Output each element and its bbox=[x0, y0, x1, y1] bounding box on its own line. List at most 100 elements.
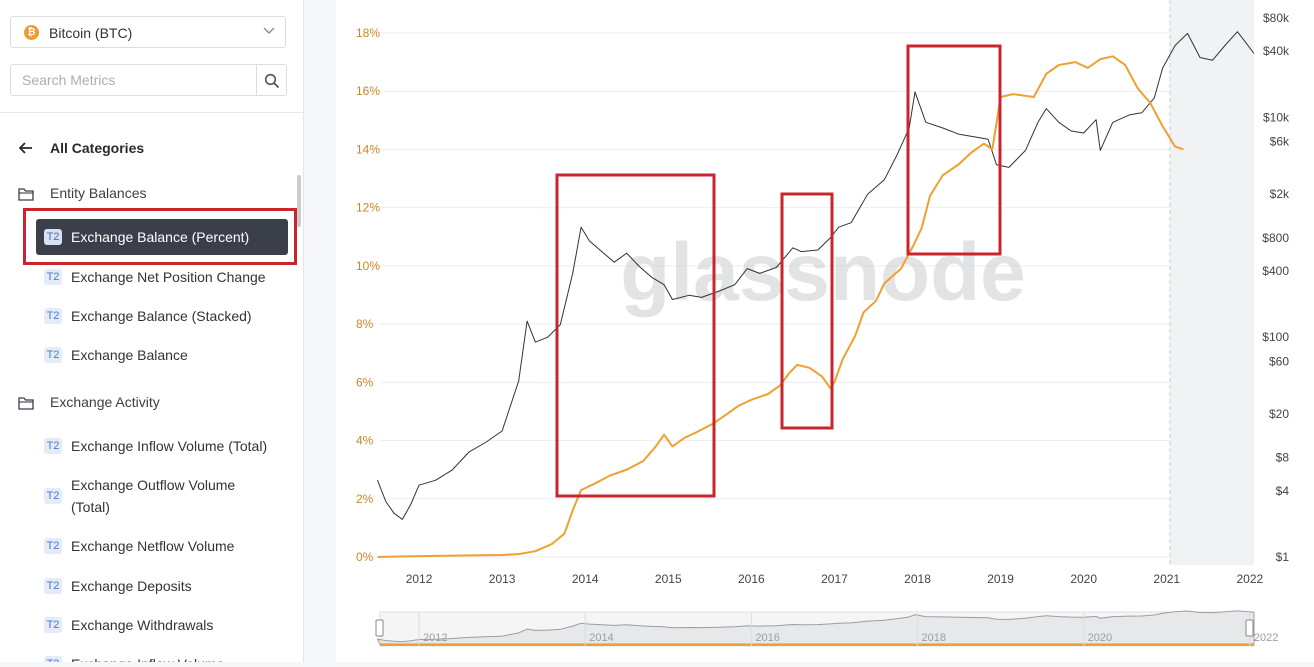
all-categories-label: All Categories bbox=[50, 140, 145, 156]
metric-label: Exchange Balance bbox=[71, 347, 188, 363]
x-tick-label: 2017 bbox=[821, 572, 848, 586]
folder-icon bbox=[18, 188, 34, 201]
navigator-tick-label: 2022 bbox=[1254, 632, 1278, 644]
metric-label: Exchange Balance (Stacked) bbox=[71, 308, 252, 324]
series-line-price bbox=[377, 31, 1255, 520]
metric-label: Exchange Net Position Change bbox=[71, 269, 266, 285]
y-left-tick-label: 14% bbox=[356, 142, 380, 156]
tier-badge: T2 bbox=[44, 347, 62, 363]
x-tick-label: 2021 bbox=[1153, 572, 1180, 586]
navigator-handle-left[interactable] bbox=[375, 619, 384, 637]
metric-exchange-inflow-volume-total[interactable]: T2 Exchange Inflow Volume (Total) bbox=[36, 435, 288, 457]
metric-label: Exchange Balance (Percent) bbox=[71, 229, 250, 245]
tier-badge: T2 bbox=[44, 229, 62, 245]
x-tick-label: 2016 bbox=[738, 572, 765, 586]
navigator-tick-label: 2012 bbox=[423, 632, 447, 644]
sidebar: ₿ Bitcoin (BTC) All Categories Entity Ba… bbox=[0, 0, 304, 662]
arrow-left-icon bbox=[18, 142, 32, 154]
y-left-tick-label: 4% bbox=[356, 434, 374, 448]
tier-badge: T2 bbox=[44, 269, 62, 285]
time-navigator[interactable]: 2012 2014 2016 2018 2020 2022 bbox=[375, 610, 1278, 647]
navigator-handle-right[interactable] bbox=[1245, 619, 1254, 637]
watermark: glassnode bbox=[620, 227, 1026, 318]
annotation-box bbox=[780, 192, 834, 430]
metric-exchange-balance-stacked[interactable]: T2 Exchange Balance (Stacked) bbox=[36, 305, 288, 327]
tier-badge: T2 bbox=[44, 488, 62, 504]
y-right-tick-label: $6k bbox=[1270, 135, 1290, 149]
y-left-tick-label: 6% bbox=[356, 375, 374, 389]
chevron-down-icon bbox=[263, 27, 275, 34]
asset-selector[interactable]: ₿ Bitcoin (BTC) bbox=[10, 16, 286, 48]
y-right-tick-label: $1 bbox=[1276, 550, 1290, 564]
x-tick-label: 2013 bbox=[489, 572, 516, 586]
search-input[interactable] bbox=[10, 64, 256, 96]
chart-panel: glassnode 18% 16% 14% 12% 10% 8% 6% 4% 2% 0% $80k… bbox=[336, 0, 1314, 662]
y-right-tick-label: $4 bbox=[1276, 484, 1290, 498]
metric-exchange-deposits[interactable]: T2 Exchange Deposits bbox=[36, 575, 288, 597]
exchange-balance-chart[interactable]: glassnode 18% 16% 14% 12% 10% 8% 6% 4% 2% 0% $80k… bbox=[336, 0, 1314, 662]
y-right-tick-label: $8 bbox=[1276, 451, 1290, 465]
projection-shade bbox=[1170, 0, 1254, 565]
series-line-balance bbox=[377, 55, 1184, 558]
y-right-tick-label: $10k bbox=[1263, 110, 1290, 124]
y-right-tick-label: $800 bbox=[1262, 231, 1289, 245]
sidebar-divider bbox=[0, 112, 303, 113]
x-tick-label: 2015 bbox=[655, 572, 682, 586]
tier-badge: T2 bbox=[44, 617, 62, 633]
y-left-tick-label: 12% bbox=[356, 201, 380, 215]
tier-badge: T2 bbox=[44, 438, 62, 454]
annotation-box bbox=[906, 44, 1002, 256]
metric-label: Exchange Inflow Volume bbox=[71, 653, 286, 662]
y-left-tick-label: 10% bbox=[356, 259, 380, 273]
y-left-tick-label: 2% bbox=[356, 492, 374, 506]
y-left-tick-label: 0% bbox=[356, 550, 374, 564]
y-right-tick-label: $100 bbox=[1262, 330, 1289, 344]
navigator-line bbox=[376, 610, 1255, 645]
y-left-tick-label: 8% bbox=[356, 317, 374, 331]
category-label: Exchange Activity bbox=[50, 394, 160, 410]
metric-exchange-inflow-volume[interactable]: T2 Exchange Inflow Volume bbox=[36, 653, 288, 662]
y-right-tick-label: $80k bbox=[1263, 11, 1290, 25]
metric-label: Exchange Netflow Volume bbox=[71, 538, 235, 554]
metric-label: Exchange Deposits bbox=[71, 578, 192, 594]
y-left-tick-label: 18% bbox=[356, 26, 380, 40]
x-tick-label: 2012 bbox=[406, 572, 433, 586]
y-right-tick-label: $400 bbox=[1262, 264, 1289, 278]
annotation-box bbox=[555, 173, 716, 498]
x-tick-label: 2018 bbox=[904, 572, 931, 586]
navigator-tick-label: 2016 bbox=[755, 632, 779, 644]
metric-exchange-outflow-volume-total[interactable]: T2 Exchange Outflow Volume (Total) bbox=[36, 474, 288, 518]
y-left-tick-label: 16% bbox=[356, 84, 380, 98]
x-tick-label: 2014 bbox=[572, 572, 599, 586]
x-tick-label: 2022 bbox=[1236, 572, 1263, 586]
metric-exchange-balance[interactable]: T2 Exchange Balance bbox=[36, 344, 288, 366]
metric-label: Exchange Withdrawals bbox=[71, 617, 214, 633]
y-right-tick-label: $20 bbox=[1269, 407, 1289, 421]
metric-exchange-withdrawals[interactable]: T2 Exchange Withdrawals bbox=[36, 614, 288, 636]
metric-exchange-net-position-change[interactable]: T2 Exchange Net Position Change bbox=[36, 266, 288, 288]
bitcoin-icon: ₿ bbox=[24, 25, 39, 40]
navigator-tick-label: 2014 bbox=[589, 632, 613, 644]
tier-badge: T2 bbox=[44, 656, 62, 662]
folder-icon bbox=[18, 397, 34, 410]
navigator-tick-label: 2018 bbox=[922, 632, 946, 644]
tier-badge: T2 bbox=[44, 538, 62, 554]
metric-label: Exchange Outflow Volume (Total) bbox=[71, 477, 236, 515]
tier-badge: T2 bbox=[44, 578, 62, 594]
metric-search bbox=[10, 64, 287, 96]
y-right-tick-label: $60 bbox=[1269, 355, 1289, 369]
asset-label: Bitcoin (BTC) bbox=[49, 25, 133, 41]
metric-label: Exchange Inflow Volume (Total) bbox=[71, 438, 268, 454]
sidebar-scrollbar[interactable] bbox=[297, 175, 301, 227]
metric-exchange-netflow-volume[interactable]: T2 Exchange Netflow Volume bbox=[36, 535, 288, 557]
navigator-tick-label: 2020 bbox=[1088, 632, 1112, 644]
category-label: Entity Balances bbox=[50, 185, 147, 201]
highlight-box bbox=[23, 208, 297, 265]
y-right-tick-label: $2k bbox=[1270, 187, 1290, 201]
search-button[interactable] bbox=[256, 64, 287, 96]
x-tick-label: 2020 bbox=[1070, 572, 1097, 586]
x-tick-label: 2019 bbox=[987, 572, 1014, 586]
metric-exchange-balance-percent[interactable]: T2 Exchange Balance (Percent) bbox=[36, 219, 288, 255]
y-right-tick-label: $40k bbox=[1263, 44, 1290, 58]
tier-badge: T2 bbox=[44, 308, 62, 324]
